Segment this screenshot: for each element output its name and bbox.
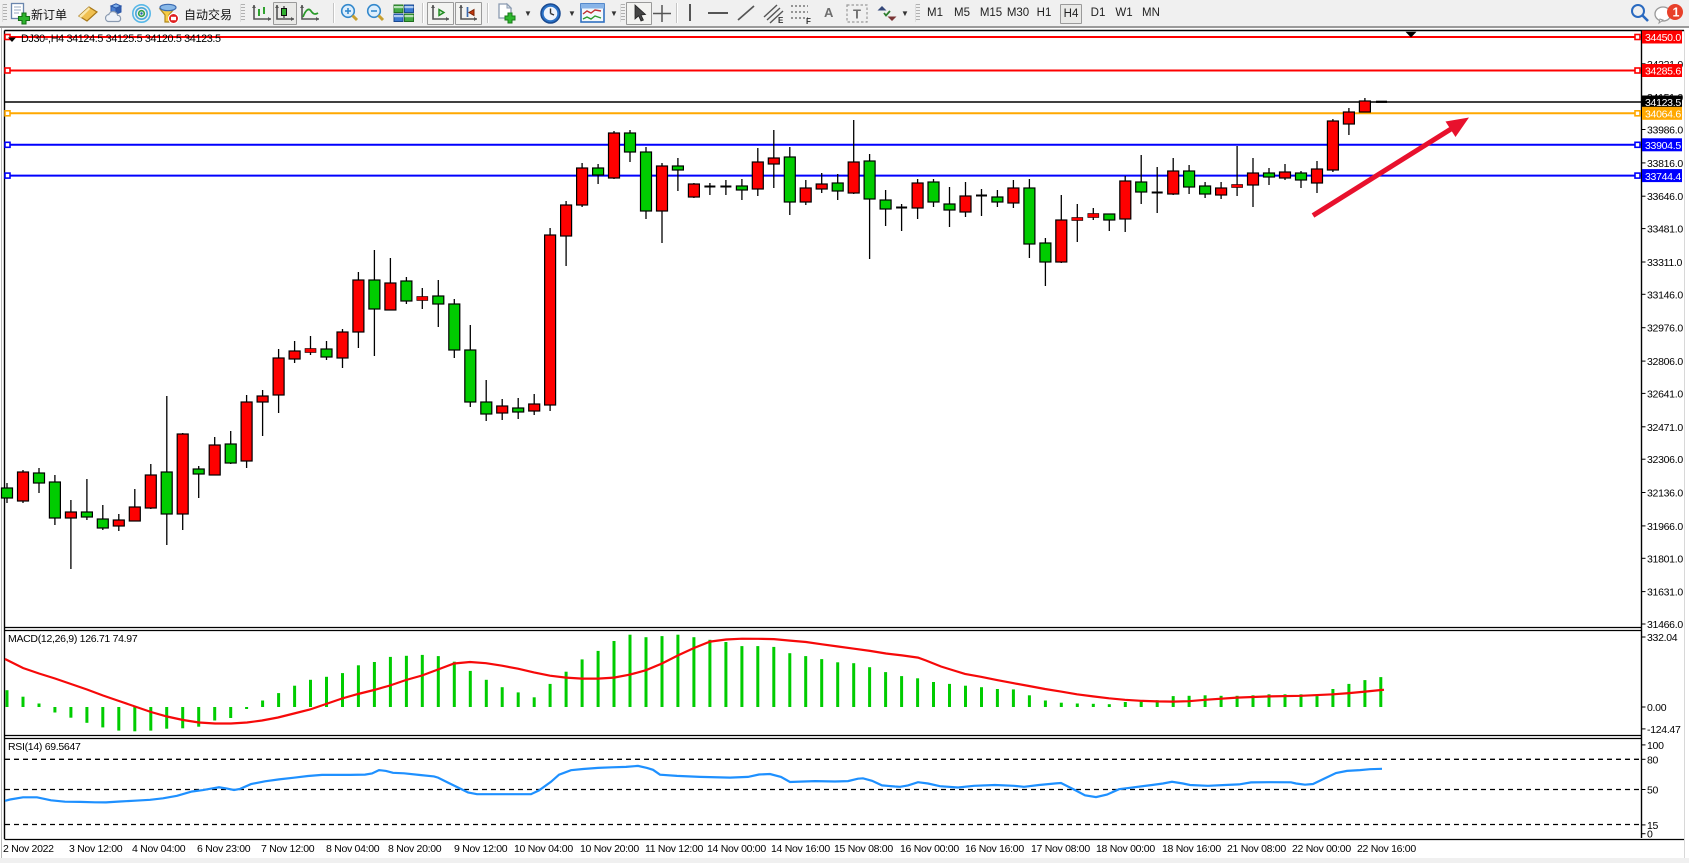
- svg-text:33146.0: 33146.0: [1647, 289, 1683, 301]
- svg-text:3 Nov 12:00: 3 Nov 12:00: [69, 843, 123, 855]
- svg-text:32806.0: 32806.0: [1647, 356, 1683, 368]
- svg-text:DJ30-,H4 34124.5 34125.5 3412: DJ30-,H4 34124.5 34125.5 34120.5 34123.5: [21, 33, 221, 45]
- svg-text:31801.0: 31801.0: [1647, 553, 1683, 565]
- svg-text:22 Nov 00:00: 22 Nov 00:00: [1292, 843, 1351, 855]
- svg-text:8 Nov 04:00: 8 Nov 04:00: [326, 843, 380, 855]
- svg-text:34285.6: 34285.6: [1645, 66, 1681, 78]
- svg-text:17 Nov 08:00: 17 Nov 08:00: [1031, 843, 1090, 855]
- svg-text:32306.0: 32306.0: [1647, 454, 1683, 466]
- svg-text:14 Nov 16:00: 14 Nov 16:00: [771, 843, 830, 855]
- svg-text:8 Nov 20:00: 8 Nov 20:00: [388, 843, 442, 855]
- svg-text:0: 0: [1647, 829, 1653, 841]
- svg-text:T: T: [853, 7, 861, 22]
- svg-text:32641.0: 32641.0: [1647, 388, 1683, 400]
- svg-text:F: F: [806, 17, 811, 24]
- svg-text:31466.0: 31466.0: [1647, 619, 1683, 631]
- svg-text:10 Nov 20:00: 10 Nov 20:00: [580, 843, 639, 855]
- svg-text:33816.0: 33816.0: [1647, 158, 1683, 170]
- svg-text:18 Nov 00:00: 18 Nov 00:00: [1096, 843, 1155, 855]
- svg-text:33744.4: 33744.4: [1645, 171, 1681, 183]
- svg-text:33904.5: 33904.5: [1645, 140, 1681, 152]
- svg-text:4 Nov 04:00: 4 Nov 04:00: [132, 843, 186, 855]
- svg-text:15 Nov 08:00: 15 Nov 08:00: [834, 843, 893, 855]
- svg-text:6 Nov 23:00: 6 Nov 23:00: [197, 843, 251, 855]
- svg-text:100: 100: [1647, 740, 1664, 752]
- svg-text:11 Nov 12:00: 11 Nov 12:00: [645, 843, 704, 855]
- svg-text:34064.6: 34064.6: [1645, 109, 1681, 121]
- svg-text:50: 50: [1647, 785, 1659, 797]
- svg-text:10 Nov 04:00: 10 Nov 04:00: [514, 843, 573, 855]
- svg-text:16 Nov 16:00: 16 Nov 16:00: [965, 843, 1024, 855]
- svg-text:31631.0: 31631.0: [1647, 587, 1683, 599]
- svg-text:E: E: [778, 16, 784, 24]
- svg-text:34450.0: 34450.0: [1645, 32, 1681, 44]
- svg-text:32471.0: 32471.0: [1647, 422, 1683, 434]
- svg-text:16 Nov 00:00: 16 Nov 00:00: [900, 843, 959, 855]
- svg-text:MACD(12,26,9) 126.71 74.97: MACD(12,26,9) 126.71 74.97: [8, 633, 138, 645]
- svg-text:-124.47: -124.47: [1647, 724, 1681, 736]
- svg-text:0.00: 0.00: [1647, 702, 1667, 714]
- svg-text:15: 15: [1647, 820, 1659, 832]
- svg-text:332.04: 332.04: [1647, 632, 1678, 644]
- svg-text:1: 1: [1673, 6, 1680, 20]
- svg-text:80: 80: [1647, 754, 1659, 766]
- svg-text:2 Nov 2022: 2 Nov 2022: [3, 843, 54, 855]
- svg-text:32136.0: 32136.0: [1647, 488, 1683, 500]
- svg-text:31966.0: 31966.0: [1647, 521, 1683, 533]
- svg-text:33311.0: 33311.0: [1647, 257, 1683, 269]
- svg-text:32976.0: 32976.0: [1647, 323, 1683, 335]
- svg-text:21 Nov 08:00: 21 Nov 08:00: [1227, 843, 1286, 855]
- svg-text:14 Nov 00:00: 14 Nov 00:00: [707, 843, 766, 855]
- svg-text:33986.0: 33986.0: [1647, 125, 1683, 137]
- svg-text:18 Nov 16:00: 18 Nov 16:00: [1162, 843, 1221, 855]
- svg-text:34123.5: 34123.5: [1645, 97, 1681, 109]
- svg-text:9 Nov 12:00: 9 Nov 12:00: [454, 843, 508, 855]
- svg-text:33646.0: 33646.0: [1647, 191, 1683, 203]
- svg-text:33481.0: 33481.0: [1647, 224, 1683, 236]
- svg-text:22 Nov 16:00: 22 Nov 16:00: [1357, 843, 1416, 855]
- svg-text:RSI(14) 69.5647: RSI(14) 69.5647: [8, 741, 81, 753]
- svg-text:7 Nov 12:00: 7 Nov 12:00: [261, 843, 315, 855]
